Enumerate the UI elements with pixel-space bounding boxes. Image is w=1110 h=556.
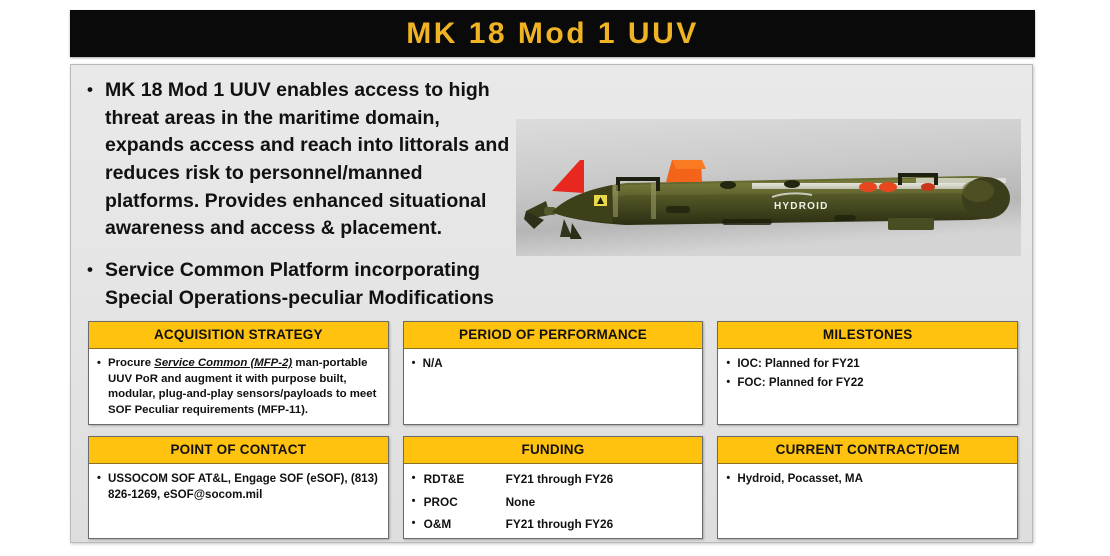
info-box-grid: ACQUISITION STRATEGY • Procure Service C…	[88, 321, 1018, 539]
list-item: • Procure Service Common (MFP-2) man-por…	[97, 356, 380, 419]
period-of-performance-value: N/A	[422, 357, 443, 370]
page-title: MK 18 Mod 1 UUV	[406, 16, 699, 50]
bullet-icon: •	[87, 80, 93, 99]
box-body: • USSOCOM SOF AT&L, Engage SOF (eSOF), (…	[89, 464, 388, 538]
nose-cone	[552, 185, 612, 223]
bullet-icon: •	[411, 494, 416, 507]
propeller-group	[524, 201, 556, 229]
tail-fin	[552, 160, 584, 193]
info-box-current-contract-oem: CURRENT CONTRACT/OEM • Hydroid, Pocasset…	[717, 436, 1018, 539]
box-body: • N/A	[403, 349, 703, 424]
sensor-nub	[784, 180, 800, 188]
bullet-icon: •	[97, 472, 101, 484]
list-item: • FOC: Planned for FY22	[726, 375, 1009, 391]
bullet-icon: •	[726, 357, 731, 369]
box-body: • RDT&E FY21 through FY26 • PROC None • …	[403, 464, 703, 538]
box-title: POINT OF CONTACT	[89, 437, 388, 464]
box-title: PERIOD OF PERFORMANCE	[403, 322, 703, 349]
bullet-icon: •	[97, 357, 101, 369]
list-item: • MK 18 Mod 1 UUV enables access to high…	[87, 77, 517, 243]
bullet-icon: •	[87, 260, 93, 280]
funding-label: O&M	[423, 517, 452, 532]
info-box-milestones: MILESTONES • IOC: Planned for FY21 • FOC…	[717, 321, 1018, 425]
uuv-photo: HYDROID	[516, 119, 1021, 256]
milestone-ioc: IOC: Planned for FY21	[737, 357, 860, 370]
overview-bullet-text: MK 18 Mod 1 UUV enables access to high t…	[105, 79, 510, 240]
funding-label: RDT&E	[423, 472, 465, 486]
box-title: FUNDING	[403, 437, 703, 464]
box-title: MILESTONES	[718, 322, 1017, 349]
box-body: • IOC: Planned for FY21 • FOC: Planned f…	[718, 349, 1017, 424]
bullet-icon: •	[411, 517, 416, 530]
hull-band	[752, 183, 1002, 189]
ventral-pod	[888, 218, 934, 230]
bullet-icon: •	[726, 472, 731, 484]
list-item: • Hydroid, Pocasset, MA	[726, 471, 1009, 487]
funding-row: • PROC None	[412, 494, 695, 511]
access-port	[666, 206, 690, 213]
overview-bullet-text: Service Common Platform incorporating Sp…	[105, 259, 495, 309]
funding-label: PROC	[423, 494, 458, 509]
lift-handle-fore	[613, 177, 660, 219]
lower-tail-fin	[560, 219, 572, 237]
lift-handle-aft	[898, 173, 938, 185]
marker-light	[879, 182, 897, 192]
funding-row: • RDT&E FY21 through FY26	[412, 471, 695, 488]
info-box-funding: FUNDING • RDT&E FY21 through FY26 • PROC…	[402, 436, 704, 539]
list-item: • IOC: Planned for FY21	[726, 356, 1009, 372]
box-body: • Hydroid, Pocasset, MA	[718, 464, 1017, 538]
funding-value: None	[505, 494, 536, 509]
list-item: • N/A	[412, 356, 695, 372]
bullet-icon: •	[726, 375, 731, 388]
marker-light	[921, 183, 935, 191]
marker-light	[859, 182, 877, 192]
current-contract-oem-text: Hydroid, Pocasset, MA	[737, 472, 863, 485]
box-body: • Procure Service Common (MFP-2) man-por…	[89, 349, 388, 424]
info-box-acquisition-strategy: ACQUISITION STRATEGY • Procure Service C…	[88, 321, 389, 425]
box-title: CURRENT CONTRACT/OEM	[718, 437, 1017, 464]
funding-row: • O&M FY21 through FY26	[412, 516, 695, 533]
uuv-illustration: HYDROID	[516, 119, 1021, 256]
content-panel: • MK 18 Mod 1 UUV enables access to high…	[70, 64, 1033, 543]
bullet-icon: •	[411, 357, 416, 369]
funding-value: FY21 through FY26	[505, 517, 614, 532]
hydroid-brand-text: HYDROID	[774, 201, 829, 212]
bullet-icon: •	[411, 472, 416, 484]
emphasis-text: Service Common (MFP-2)	[154, 357, 293, 369]
overview-bullet-list: • MK 18 Mod 1 UUV enables access to high…	[87, 77, 517, 327]
list-item: • USSOCOM SOF AT&L, Engage SOF (eSOF), (…	[97, 471, 380, 503]
funding-value: FY21 through FY26	[505, 472, 614, 486]
info-box-period-of-performance: PERIOD OF PERFORMANCE • N/A	[402, 321, 704, 425]
slide-title-bar: MK 18 Mod 1 UUV	[70, 10, 1035, 57]
info-box-point-of-contact: POINT OF CONTACT • USSOCOM SOF AT&L, Eng…	[88, 436, 389, 539]
list-item: • Service Common Platform incorporating …	[87, 257, 517, 312]
box-title: ACQUISITION STRATEGY	[89, 322, 388, 349]
point-of-contact-text: USSOCOM SOF AT&L, Engage SOF (eSOF), (81…	[108, 472, 378, 501]
milestone-foc: FOC: Planned for FY22	[737, 375, 864, 389]
acquisition-strategy-text: Procure Service Common (MFP-2) man-porta…	[108, 357, 377, 417]
sensor-nub	[720, 181, 736, 189]
